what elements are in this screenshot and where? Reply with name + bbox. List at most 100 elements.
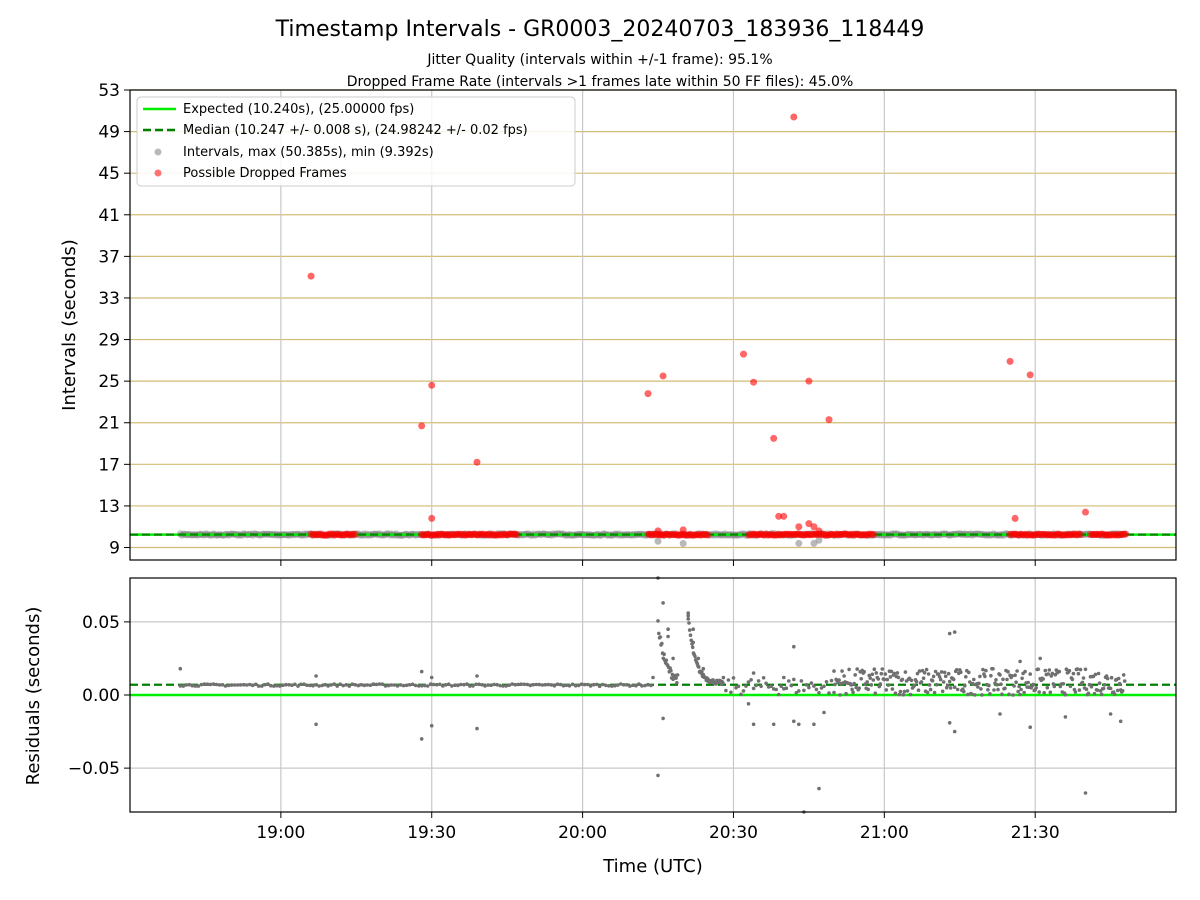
residual-point bbox=[658, 635, 663, 639]
residual-point bbox=[435, 682, 439, 687]
residual-point bbox=[631, 683, 635, 687]
residual-point bbox=[625, 683, 629, 687]
residual-point bbox=[898, 689, 903, 694]
dropped-frame-point bbox=[750, 378, 758, 386]
residual-point bbox=[293, 682, 297, 687]
residual-point bbox=[1015, 669, 1019, 673]
dropped-frame-point bbox=[1122, 530, 1130, 538]
residual-point bbox=[495, 682, 499, 687]
residual-point bbox=[769, 684, 773, 688]
top-plot-frame bbox=[129, 89, 1177, 561]
dropped-frame-point bbox=[428, 514, 436, 522]
residual-point bbox=[1105, 676, 1110, 681]
residual-point bbox=[1050, 671, 1055, 676]
residual-point bbox=[416, 684, 421, 688]
residual-point bbox=[664, 658, 669, 663]
intervals-panel: 9 13 17 21 25 29 33 37 41 45 49 53 bbox=[98, 81, 1177, 566]
interval-point-low bbox=[810, 539, 818, 547]
residual-point bbox=[991, 667, 995, 671]
residual-point bbox=[878, 682, 883, 686]
residual-point bbox=[522, 682, 527, 687]
bottom-ytick-label: 0.00 bbox=[82, 686, 120, 706]
residual-point bbox=[792, 677, 796, 682]
residual-point bbox=[936, 672, 941, 676]
residual-point bbox=[1108, 686, 1113, 691]
residual-point bbox=[558, 682, 563, 687]
residual-point bbox=[903, 670, 908, 674]
residual-point bbox=[897, 692, 902, 697]
dropped-frame-point bbox=[775, 512, 783, 520]
residual-point bbox=[933, 669, 938, 674]
residual-point bbox=[739, 692, 743, 697]
residual-point bbox=[1122, 679, 1127, 683]
residual-point bbox=[947, 721, 952, 725]
residual-point bbox=[1019, 687, 1023, 692]
residual-point bbox=[824, 680, 829, 684]
residual-point bbox=[419, 684, 424, 688]
residual-point bbox=[691, 640, 695, 645]
residual-point bbox=[751, 671, 756, 675]
residual-point bbox=[1013, 673, 1017, 677]
residual-point bbox=[914, 679, 919, 684]
residual-point bbox=[817, 691, 821, 695]
residual-point bbox=[555, 682, 560, 686]
residual-point bbox=[942, 670, 947, 675]
residual-point bbox=[980, 693, 984, 697]
top-ytick-label: 21 bbox=[98, 414, 120, 434]
residual-point bbox=[1031, 682, 1035, 687]
residual-point bbox=[1011, 693, 1015, 697]
residual-point bbox=[892, 671, 897, 676]
residual-point bbox=[656, 619, 660, 623]
residual-point bbox=[915, 671, 920, 676]
residual-point bbox=[374, 682, 379, 687]
residual-point bbox=[729, 690, 733, 695]
residual-point bbox=[471, 684, 475, 688]
residual-point bbox=[675, 681, 679, 685]
residual-point bbox=[844, 691, 848, 696]
residual-point bbox=[756, 679, 761, 683]
residual-point bbox=[202, 682, 207, 686]
residual-point bbox=[827, 691, 831, 695]
residual-point bbox=[573, 683, 578, 688]
residual-point bbox=[746, 680, 751, 684]
residual-point bbox=[1080, 680, 1085, 685]
bottom-ytick-label: 0.05 bbox=[82, 613, 120, 633]
dropped-frame-point bbox=[473, 458, 481, 466]
residual-point bbox=[263, 682, 267, 687]
dropped-frame-point bbox=[307, 272, 315, 280]
dropped-frame-point bbox=[805, 520, 813, 528]
residual-point bbox=[700, 670, 704, 674]
residual-point bbox=[603, 683, 608, 688]
residual-point bbox=[992, 688, 996, 692]
residual-point bbox=[187, 682, 192, 687]
residual-point bbox=[847, 667, 851, 672]
residual-point bbox=[917, 669, 922, 673]
dropped-frame-point bbox=[1026, 371, 1034, 379]
residual-point bbox=[383, 684, 388, 688]
residual-point bbox=[832, 690, 836, 695]
residual-point bbox=[413, 683, 418, 688]
residual-point bbox=[1022, 690, 1026, 695]
residual-point bbox=[199, 682, 204, 687]
top-ytick-label: 13 bbox=[98, 497, 120, 517]
residual-point bbox=[877, 684, 882, 689]
residual-point bbox=[764, 681, 768, 686]
residual-point bbox=[1097, 681, 1102, 685]
residual-point bbox=[326, 684, 330, 688]
residual-point bbox=[1034, 686, 1038, 690]
top-ytick-label: 17 bbox=[98, 455, 120, 475]
residual-point bbox=[256, 684, 261, 688]
residual-point bbox=[235, 683, 240, 687]
residual-point bbox=[869, 683, 874, 687]
residual-point bbox=[691, 627, 695, 631]
residual-point bbox=[666, 627, 670, 631]
residual-point bbox=[744, 684, 748, 688]
residual-point bbox=[431, 682, 436, 687]
residual-point bbox=[570, 682, 575, 687]
residual-point bbox=[619, 682, 623, 686]
residual-point bbox=[232, 683, 237, 687]
residual-point bbox=[377, 682, 382, 686]
residual-point bbox=[1005, 677, 1009, 682]
residual-point bbox=[902, 689, 907, 694]
legend-intervals-label: Intervals, max (50.385s), min (9.392s) bbox=[183, 145, 434, 160]
